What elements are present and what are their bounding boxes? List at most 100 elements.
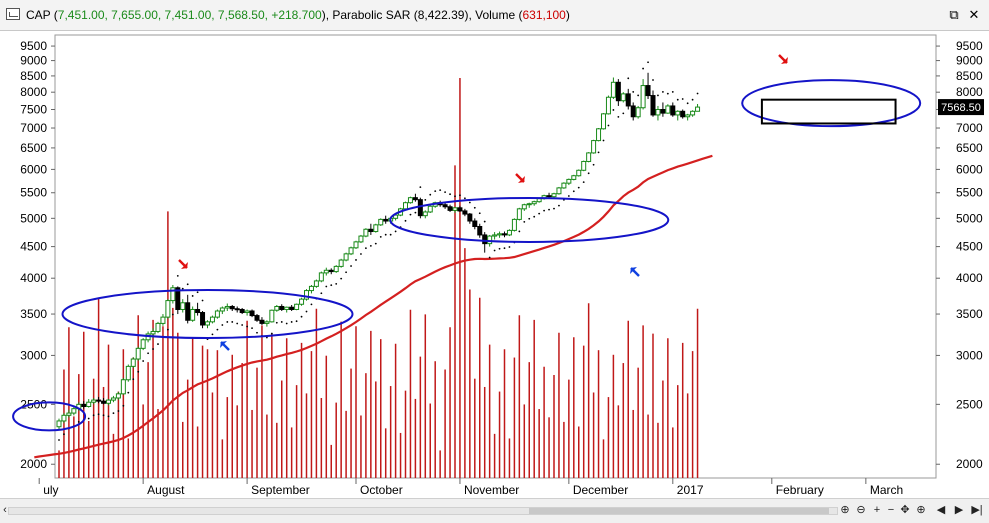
sar-dot <box>444 191 446 194</box>
zoom-out-icon[interactable]: ⊖ <box>856 504 866 516</box>
blue-arrow-december-head <box>630 267 637 274</box>
candle-body <box>620 93 626 102</box>
sar-dot <box>157 343 159 345</box>
sar-dot <box>523 220 526 223</box>
sar-dot <box>132 378 135 381</box>
sar-dot <box>528 217 531 220</box>
sar-dot <box>330 284 333 287</box>
y-tick-label-right: 2000 <box>956 457 983 471</box>
candle-body <box>200 312 206 326</box>
candle-body <box>685 114 691 118</box>
candle-body <box>86 401 92 408</box>
moving-average-layer <box>34 154 713 459</box>
sar-dot <box>246 325 249 328</box>
move-icon[interactable]: ✥ <box>900 504 910 516</box>
candle-body <box>650 95 656 116</box>
sar-dot <box>355 259 357 261</box>
candle-body <box>155 322 161 332</box>
y-tick-label-right: 2500 <box>956 397 983 411</box>
candle-body <box>635 107 641 118</box>
candle-body <box>328 269 334 273</box>
consolidation-ellipse-february-march <box>741 79 922 128</box>
scroll-left-icon[interactable]: ‹ <box>3 504 7 516</box>
candle-body <box>462 210 468 215</box>
sar-dot <box>666 92 669 95</box>
sar-dot <box>622 112 625 115</box>
candles-layer <box>56 72 701 430</box>
y-tick-label-right: 3000 <box>956 348 983 362</box>
candle-body <box>61 414 67 422</box>
candle-body <box>625 93 631 107</box>
sar-dot <box>196 291 199 294</box>
sar-dot <box>632 91 635 93</box>
candle-body <box>675 110 681 116</box>
plot-area: 2000 2000 2500 2500 3000 3000 3500 3500 4000 4000… <box>0 30 989 498</box>
y-tick-label-right: 8500 <box>956 69 983 83</box>
sar-dot <box>300 315 303 318</box>
sar-dot <box>592 163 595 166</box>
play-forward-icon[interactable]: ▶ <box>954 504 964 516</box>
window-titlebar: CAP (7,451.00, 7,655.00, 7,451.00, 7,568… <box>0 0 989 31</box>
zoom-in-icon[interactable]: ⊕ <box>840 504 850 516</box>
sar-dot <box>77 420 80 423</box>
candle-body <box>596 128 602 142</box>
close-icon[interactable]: ✕ <box>968 7 980 22</box>
sar-dot <box>137 370 140 373</box>
candle-body <box>591 140 597 154</box>
candle-body <box>422 211 428 217</box>
sar-dot <box>280 321 283 323</box>
sar-dot <box>191 295 194 297</box>
restore-window-icon[interactable]: ⧉ <box>949 7 959 22</box>
sar-dot <box>429 193 432 196</box>
candle-body <box>343 253 349 261</box>
candle-body <box>472 220 478 227</box>
sar-dot <box>607 124 610 127</box>
sar-dot <box>102 414 105 417</box>
y-tick-label-left: 9000 <box>20 54 47 68</box>
sar-dot <box>231 321 234 323</box>
sar-dot <box>305 310 308 313</box>
sar-dot <box>107 415 110 418</box>
scroll-thumb[interactable] <box>529 508 829 514</box>
candle-body <box>224 305 230 309</box>
candle-body <box>497 233 503 236</box>
candle-body <box>571 175 577 180</box>
sar-dot <box>652 79 654 81</box>
sar-dot <box>171 313 174 316</box>
sar-dot <box>488 256 491 259</box>
remove-icon[interactable]: − <box>887 504 895 516</box>
candle-body <box>333 265 339 273</box>
candle-body <box>378 218 384 226</box>
candle-body <box>160 316 166 324</box>
play-back-icon[interactable]: ◀ <box>936 504 946 516</box>
candle-body <box>259 319 265 324</box>
chart-scrollbar[interactable]: ‹ ⊕ ⊖ + − ✥ ⊕ ◀ ▶ ▶| <box>0 498 989 523</box>
sar-dot <box>147 352 150 355</box>
parabolic-sar-layer <box>58 61 699 441</box>
y-tick-label-left: 4500 <box>20 240 47 254</box>
scroll-end-icon[interactable]: ▶| <box>971 504 983 516</box>
zoom-fit-icon[interactable]: ⊕ <box>916 504 926 516</box>
sar-dot <box>266 336 268 339</box>
scroll-track[interactable] <box>8 507 838 515</box>
red-arrow-august-head <box>181 262 188 269</box>
y-tick-label-left: 5500 <box>20 186 47 200</box>
y-tick-label-left: 3000 <box>20 348 47 362</box>
sar-dot <box>617 116 620 118</box>
y-tick-label-right: 6500 <box>956 141 983 155</box>
candle-body <box>190 308 196 321</box>
candle-body <box>304 290 309 300</box>
sar-dot <box>186 283 189 286</box>
sar-dot <box>612 109 615 111</box>
sar-dot <box>360 253 362 255</box>
sar-dot <box>241 324 244 326</box>
sar-dot <box>582 181 585 184</box>
candle-body <box>630 105 636 118</box>
sar-dot <box>221 324 224 326</box>
x-tick-label: November <box>464 483 519 497</box>
candle-body <box>556 187 562 195</box>
add-icon[interactable]: + <box>873 504 881 516</box>
candle-body <box>655 109 661 116</box>
